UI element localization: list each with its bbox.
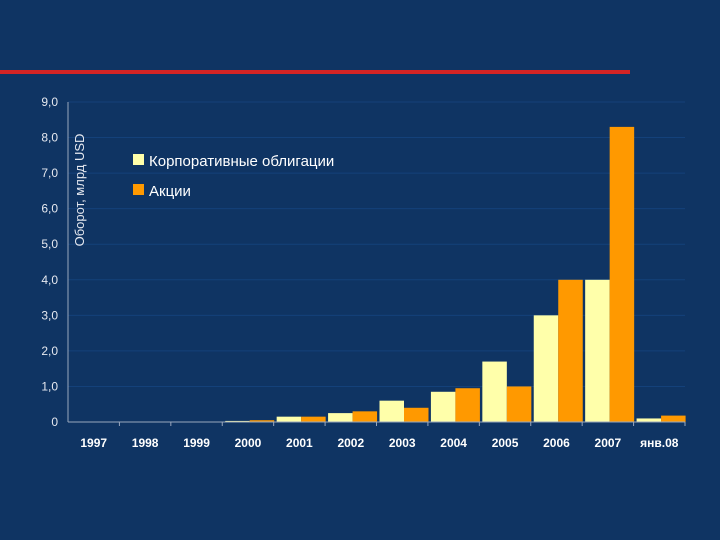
y-tick-labels: 0 1,0 2,0 3,0 4,0 5,0 6,0 7,0 8,0 9,0 <box>41 95 58 429</box>
y-tick-label: 8,0 <box>41 131 58 145</box>
bar-bonds <box>585 279 610 422</box>
x-tick-label: 1997 <box>80 436 107 450</box>
bar-bonds <box>533 315 559 422</box>
bar-bonds <box>328 413 353 422</box>
legend-label-stocks: Акции <box>149 183 191 200</box>
axes <box>67 102 686 426</box>
bar-stocks <box>352 411 378 422</box>
y-tick-label: 9,0 <box>41 95 58 109</box>
bar-stocks <box>404 407 429 422</box>
bar-stocks <box>558 279 583 422</box>
bar-bonds <box>225 420 250 422</box>
bar-stocks <box>661 415 686 422</box>
legend-label-bonds: Корпоративные облигации <box>149 153 334 170</box>
x-tick-label: 2003 <box>389 436 416 450</box>
bar-stocks <box>301 416 326 422</box>
title-underline <box>0 70 630 74</box>
y-tick-label: 7,0 <box>41 166 58 180</box>
bars <box>225 126 686 422</box>
bar-stocks <box>609 126 635 422</box>
legend-swatch-bonds <box>133 154 144 165</box>
x-tick-label: 2005 <box>492 436 519 450</box>
x-tick-label: 2002 <box>337 436 364 450</box>
bar-bonds <box>379 400 404 422</box>
y-tick-label: 1,0 <box>41 379 58 393</box>
y-tick-label: 5,0 <box>41 237 58 251</box>
x-tick-label: 1998 <box>132 436 159 450</box>
bar-bonds <box>430 391 456 422</box>
x-tick-label: 2004 <box>440 436 467 450</box>
x-tick-label: 1999 <box>183 436 210 450</box>
x-tick-label: 2007 <box>595 436 622 450</box>
x-tick-label: 2000 <box>235 436 262 450</box>
legend-swatch-stocks <box>133 184 144 195</box>
bar-stocks <box>455 388 480 422</box>
y-tick-label: 3,0 <box>41 308 58 322</box>
y-axis-label: Оборот, млрд USD <box>72 134 87 247</box>
bar-bonds <box>276 416 302 422</box>
x-tick-label: янв.08 <box>640 436 679 450</box>
legend: Корпоративные облигации Акции <box>133 153 334 200</box>
bar-stocks <box>506 386 532 422</box>
y-tick-label: 4,0 <box>41 273 58 287</box>
y-tick-label: 6,0 <box>41 202 58 216</box>
x-tick-label: 2006 <box>543 436 570 450</box>
bar-bonds <box>482 361 507 422</box>
x-tick-label: 2001 <box>286 436 313 450</box>
bar-bonds <box>636 418 662 422</box>
y-tick-label: 0 <box>51 415 58 429</box>
y-tick-label: 2,0 <box>41 344 58 358</box>
x-tick-labels: 1997 1998 1999 2000 2001 2002 2003 2004 2005 2006… <box>80 436 678 450</box>
bar-stocks <box>249 420 275 422</box>
